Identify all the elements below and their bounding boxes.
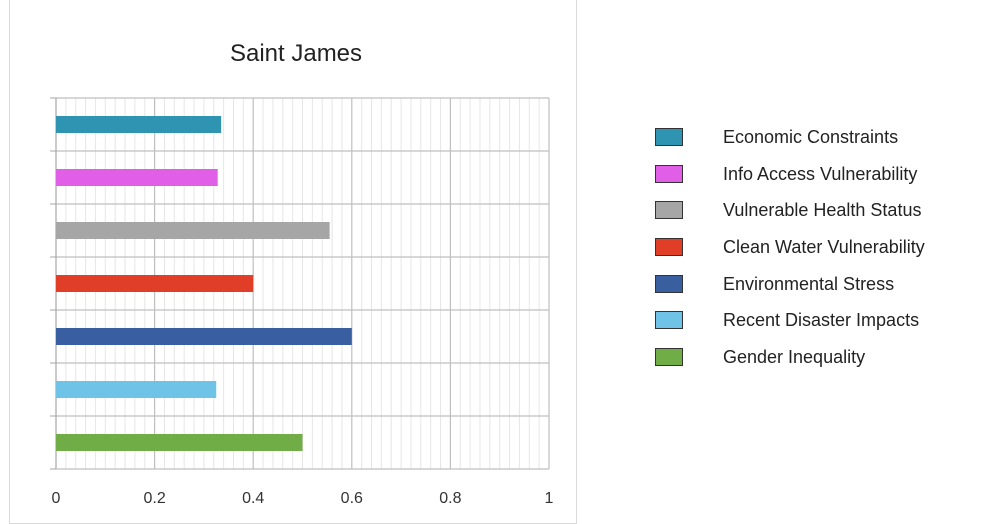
legend-label: Info Access Vulnerability xyxy=(723,163,918,184)
bar-environmental-stress xyxy=(56,328,352,345)
legend-label: Economic Constraints xyxy=(723,127,899,147)
legend-label: Gender Inequality xyxy=(723,347,866,368)
legend-label: Vulnerable Health Status xyxy=(723,200,922,221)
legend-swatch xyxy=(655,274,683,293)
legend-swatch xyxy=(655,201,683,220)
bar-vulnerable-health-status xyxy=(56,222,330,239)
bar-gender-inequality xyxy=(56,434,303,451)
legend-swatch xyxy=(655,348,683,367)
legend-swatch xyxy=(655,128,683,146)
x-tick-label: 0 xyxy=(52,490,61,507)
x-tick-label: 1 xyxy=(545,490,554,507)
legend-label: Clean Water Vulnerability xyxy=(723,237,925,258)
bar-info-access-vulnerability xyxy=(56,169,218,186)
bar-recent-disaster-impacts xyxy=(56,381,217,398)
legend-swatch xyxy=(655,164,683,183)
bar-clean-water-vulnerability xyxy=(56,275,254,292)
chart-title: Saint James xyxy=(230,40,362,67)
legend-label: Recent Disaster Impacts xyxy=(723,310,920,331)
x-tick-label: 0.4 xyxy=(242,490,264,507)
x-tick-label: 0.6 xyxy=(341,490,363,507)
legend-label: Environmental Stress xyxy=(723,273,895,294)
legend-swatch xyxy=(655,238,683,257)
x-tick-label: 0.8 xyxy=(439,490,461,507)
bar-economic-constraints xyxy=(56,116,222,133)
legend-swatch xyxy=(655,311,683,330)
x-tick-label: 0.2 xyxy=(143,490,165,507)
